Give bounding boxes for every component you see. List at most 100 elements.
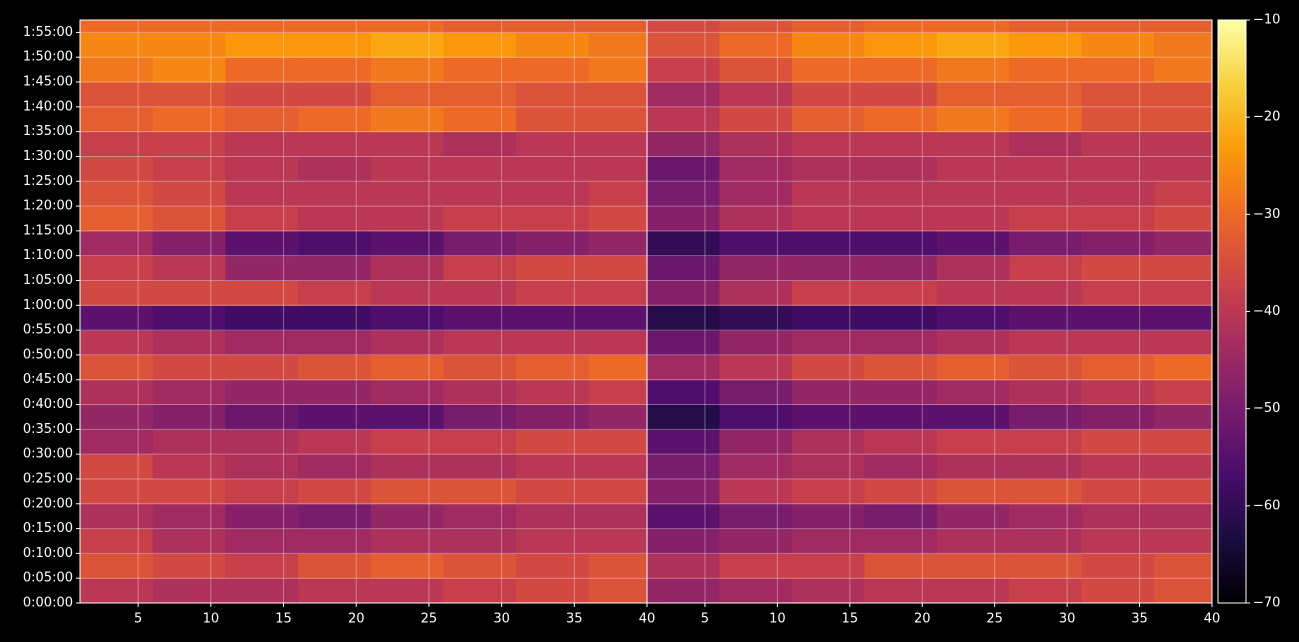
- heat-cell: [516, 429, 590, 455]
- heat-cell: [1009, 57, 1083, 83]
- heat-cell: [152, 32, 226, 58]
- heat-cell: [516, 404, 590, 430]
- heat-cell: [1009, 131, 1083, 157]
- heat-cell: [298, 429, 372, 455]
- heat-cell: [647, 305, 720, 331]
- heat-cell: [1081, 429, 1155, 455]
- x-tick-label: 20: [348, 612, 365, 627]
- heat-cell: [152, 106, 226, 133]
- heat-cell: [370, 82, 444, 108]
- heat-cell: [443, 454, 517, 480]
- heat-cell: [298, 131, 372, 157]
- heat-cell: [298, 181, 372, 207]
- heat-cell: [791, 503, 865, 530]
- heat-cell: [298, 82, 372, 108]
- heat-cell: [516, 503, 590, 530]
- heat-cell: [1009, 429, 1083, 455]
- heat-cell: [225, 404, 299, 430]
- heat-cell: [80, 379, 154, 406]
- heat-cell: [225, 330, 299, 356]
- y-tick-label: 0:45:00: [23, 372, 73, 387]
- heat-cell: [647, 379, 720, 406]
- heat-cell: [936, 280, 1010, 306]
- heat-cell: [936, 32, 1010, 58]
- y-tick-label: 1:20:00: [23, 199, 73, 214]
- heat-cell: [1081, 379, 1155, 406]
- colorbar-tick-label: −70: [1253, 596, 1280, 611]
- x-tick-label: 25: [421, 612, 438, 627]
- y-tick-label: 1:25:00: [23, 174, 73, 189]
- heat-cell: [370, 454, 444, 480]
- heat-cell: [864, 181, 938, 207]
- heat-cell: [370, 106, 444, 133]
- heat-cell: [864, 106, 938, 133]
- heat-cell: [516, 379, 590, 406]
- heat-cell: [791, 206, 865, 232]
- heat-cell: [647, 131, 720, 157]
- heat-cell: [864, 206, 938, 232]
- y-tick-label: 0:20:00: [23, 496, 73, 511]
- heat-cell: [791, 305, 865, 331]
- heat-cell: [791, 280, 865, 306]
- heat-cell: [80, 305, 154, 331]
- heat-cell: [298, 454, 372, 480]
- heat-cell: [298, 330, 372, 356]
- heat-cell: [298, 528, 372, 554]
- heat-cell: [588, 404, 648, 430]
- heat-cell: [1009, 255, 1083, 281]
- heat-cell: [647, 255, 720, 281]
- heat-cell: [443, 131, 517, 157]
- heat-cell: [80, 503, 154, 530]
- heat-cell: [516, 156, 590, 182]
- heat-cell: [1154, 280, 1213, 306]
- x-tick-label: 10: [769, 612, 786, 627]
- y-tick-label: 1:45:00: [23, 75, 73, 90]
- heat-cell: [80, 106, 154, 133]
- heat-cell: [1009, 503, 1083, 530]
- y-tick-label: 1:10:00: [23, 248, 73, 263]
- heat-cell: [719, 82, 793, 108]
- heat-cell: [225, 305, 299, 331]
- heat-cell: [1154, 57, 1213, 83]
- heat-cell: [936, 478, 1010, 505]
- heat-cell: [791, 454, 865, 480]
- heat-cell: [443, 20, 517, 33]
- heat-cell: [647, 354, 720, 381]
- heat-cell: [516, 82, 590, 108]
- heat-cell: [791, 156, 865, 182]
- heat-cell: [588, 32, 648, 58]
- heat-cell: [791, 553, 865, 579]
- heat-cell: [1009, 181, 1083, 207]
- heat-cell: [298, 206, 372, 232]
- heat-cell: [864, 330, 938, 356]
- heat-cell: [443, 230, 517, 257]
- heat-cell: [80, 280, 154, 306]
- heat-cell: [225, 578, 299, 604]
- x-tick-label: 5: [134, 612, 142, 627]
- heat-cell: [791, 578, 865, 604]
- heat-cell: [1081, 503, 1155, 530]
- heat-cell: [516, 181, 590, 207]
- heat-cell: [1154, 429, 1213, 455]
- heat-cell: [298, 57, 372, 83]
- heat-cell: [298, 404, 372, 430]
- heat-cell: [1154, 553, 1213, 579]
- x-tick-label: 15: [275, 612, 292, 627]
- heat-cell: [791, 354, 865, 381]
- heat-cell: [719, 230, 793, 257]
- heat-cell: [719, 57, 793, 83]
- heat-cell: [443, 503, 517, 530]
- heat-cell: [225, 255, 299, 281]
- heat-cell: [588, 82, 648, 108]
- heat-cell: [864, 404, 938, 430]
- heat-cell: [1009, 578, 1083, 604]
- x-tick-label: 40: [1204, 612, 1221, 627]
- heat-cell: [225, 156, 299, 182]
- heat-cell: [647, 156, 720, 182]
- x-tick-label: 40: [639, 612, 656, 627]
- heat-cell: [80, 57, 154, 83]
- heat-cell: [588, 106, 648, 133]
- heat-cell: [1154, 578, 1213, 604]
- heat-cell: [225, 503, 299, 530]
